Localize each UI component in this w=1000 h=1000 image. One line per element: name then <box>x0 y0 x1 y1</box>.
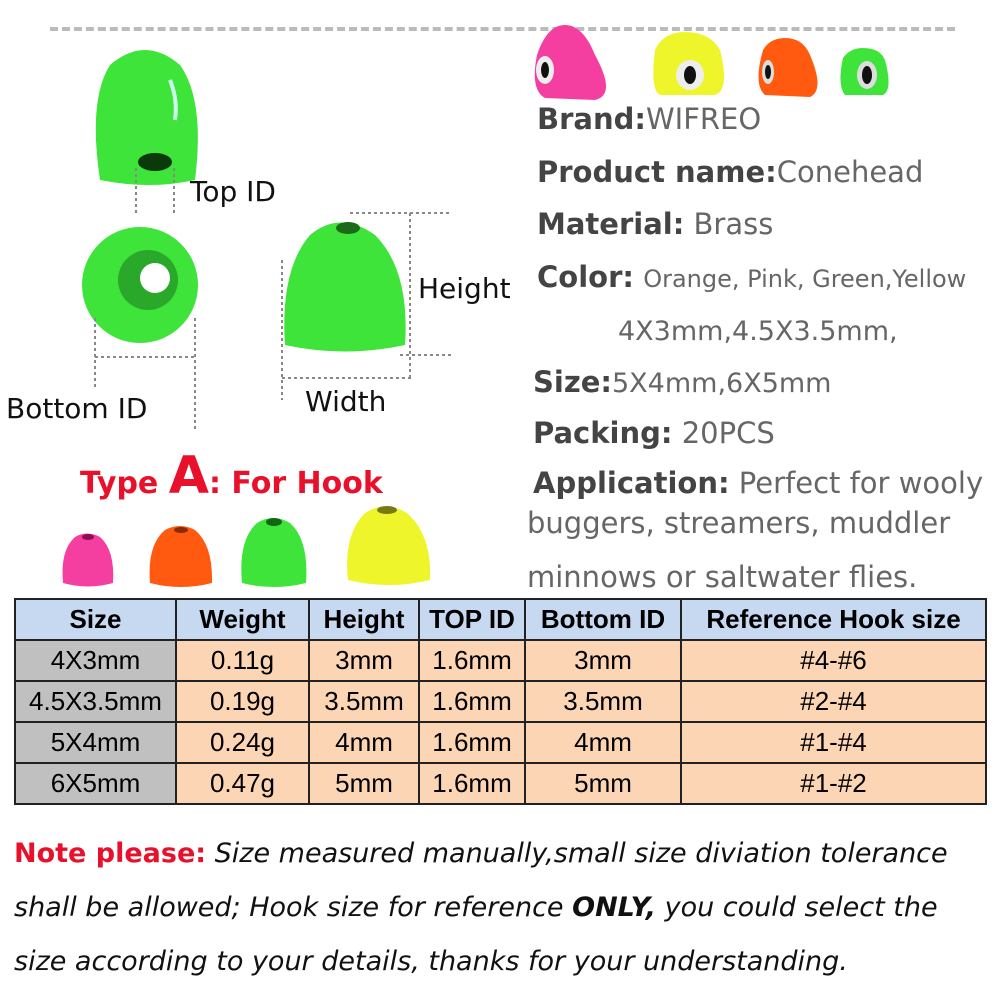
note-text: Size measured manually,small size diviat… <box>206 838 948 869</box>
spec-material: Material: Brass <box>537 207 773 241</box>
column-header: Reference Hook size <box>680 598 987 641</box>
type-suffix: : For Hook <box>208 466 383 501</box>
spec-size-line1: 4X3mm,4.5X3.5mm, <box>618 316 898 347</box>
column-header: Size <box>14 598 177 641</box>
spec-label: Product name: <box>537 155 777 189</box>
table-row: 4X3mm 0.11g 3mm 1.6mm 3mm #4-#6 <box>14 639 987 682</box>
note-label: Note please: <box>14 838 207 869</box>
note-line1: Note please: Size measured manually,smal… <box>14 838 948 869</box>
spec-application: Application: Perfect for wooly <box>533 466 983 500</box>
table-cell: 5X4mm <box>14 721 177 764</box>
table-cell: 3mm <box>308 639 420 682</box>
table-cell: 4mm <box>308 721 420 764</box>
cone-dimension-diagram <box>82 50 452 430</box>
top-id-label: Top ID <box>190 175 276 208</box>
note-line2: shall be allowed; Hook size for referenc… <box>14 892 938 923</box>
spec-size: Size:5X4mm,6X5mm <box>533 365 831 399</box>
table-cell: #1-#4 <box>680 721 987 764</box>
spec-product-name: Product name:Conehead <box>537 155 923 189</box>
note-text: you could select the <box>656 892 938 923</box>
width-label: Width <box>305 385 387 418</box>
note-emphasis: ONLY, <box>572 892 657 923</box>
column-header: Height <box>308 598 420 641</box>
spec-value: Perfect for wooly <box>738 466 984 500</box>
table-cell: #2-#4 <box>680 680 987 723</box>
spec-label: Application: <box>533 466 730 500</box>
table-cell: 3.5mm <box>524 680 682 723</box>
yellow-cone <box>347 506 431 585</box>
orange-cone <box>149 526 213 587</box>
table-cell: 0.47g <box>175 762 310 805</box>
table-cell: 4.5X3.5mm <box>14 680 177 723</box>
table-row: 4.5X3.5mm 0.19g 3.5mm 1.6mm 3.5mm #2-#4 <box>14 680 987 723</box>
color-cones-row <box>62 506 431 587</box>
yellow-eye-cone <box>653 32 724 95</box>
table-cell: 1.6mm <box>418 639 526 682</box>
column-header: Weight <box>175 598 310 641</box>
table-cell: 0.11g <box>175 639 310 682</box>
eye-cones-image <box>534 25 889 100</box>
bottom-id-label: Bottom ID <box>6 392 148 425</box>
spec-packing: Packing: 20PCS <box>533 416 775 450</box>
side-view-cone <box>284 222 406 352</box>
column-header: Bottom ID <box>524 598 682 641</box>
table-cell: 6X5mm <box>14 762 177 805</box>
table-cell: 1.6mm <box>418 721 526 764</box>
table-cell: 3mm <box>524 639 682 682</box>
spec-value: Conehead <box>776 155 924 189</box>
orange-eye-cone <box>758 38 818 97</box>
table-header-row: Size Weight Height TOP ID Bottom ID Refe… <box>14 598 987 641</box>
table-cell: #4-#6 <box>680 639 987 682</box>
dashed-divider <box>50 27 955 31</box>
type-letter: A <box>168 446 209 506</box>
height-label: Height <box>418 272 511 305</box>
table-cell: 1.6mm <box>418 680 526 723</box>
note-text: shall be allowed; Hook size for referenc… <box>14 892 573 923</box>
spec-label: Packing: <box>533 416 673 450</box>
green-eye-cone <box>840 48 889 95</box>
spec-label: Material: <box>537 207 685 241</box>
size-table: Size Weight Height TOP ID Bottom ID Refe… <box>14 598 987 805</box>
table-cell: 0.19g <box>175 680 310 723</box>
table-row: 6X5mm 0.47g 5mm 1.6mm 5mm #1-#2 <box>14 762 987 805</box>
spec-application-line2: buggers, streamers, muddler <box>527 506 951 540</box>
table-cell: 5mm <box>524 762 682 805</box>
table-cell: 4mm <box>524 721 682 764</box>
spec-value: WIFREO <box>645 102 762 136</box>
table-cell: 5mm <box>308 762 420 805</box>
table-row: 5X4mm 0.24g 4mm 1.6mm 4mm #1-#4 <box>14 721 987 764</box>
spec-label: Color: <box>537 260 634 294</box>
spec-value: Orange, Pink, Green,Yellow <box>643 265 967 293</box>
green-cone <box>241 518 307 587</box>
spec-label: Brand: <box>537 102 646 136</box>
pink-eye-cone <box>534 25 606 100</box>
table-cell: 3.5mm <box>308 680 420 723</box>
table-cell: 0.24g <box>175 721 310 764</box>
top-view-cone <box>95 50 198 185</box>
type-a-heading: Type A: For Hook <box>80 446 383 506</box>
spec-color: Color: Orange, Pink, Green,Yellow <box>537 260 966 294</box>
spec-application-line3: minnows or saltwater flies. <box>527 560 918 594</box>
column-header: TOP ID <box>418 598 526 641</box>
pink-cone <box>62 533 114 587</box>
spec-value: Brass <box>693 207 774 241</box>
table-cell: 4X3mm <box>14 639 177 682</box>
spec-brand: Brand:WIFREO <box>537 102 761 136</box>
spec-label: Size: <box>533 365 612 399</box>
spec-value: 5X4mm,6X5mm <box>611 368 832 399</box>
table-cell: 1.6mm <box>418 762 526 805</box>
spec-value: 20PCS <box>681 416 775 450</box>
bottom-view-cone <box>82 227 198 343</box>
note-line3: size according to your details, thanks f… <box>14 946 848 977</box>
type-prefix: Type <box>80 466 169 501</box>
table-cell: #1-#2 <box>680 762 987 805</box>
